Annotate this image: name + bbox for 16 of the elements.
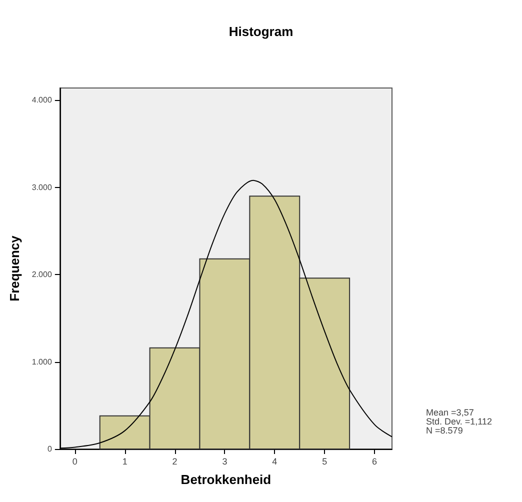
y-tick-label: 2.000 bbox=[32, 270, 52, 280]
x-tick-label: 4 bbox=[272, 456, 278, 466]
x-tick-label: 1 bbox=[122, 456, 128, 466]
y-tick-label: 0 bbox=[47, 444, 52, 454]
y-axis-title: Frequency bbox=[7, 234, 22, 302]
y-tick-label: 1.000 bbox=[32, 357, 52, 366]
x-tick-label: 5 bbox=[322, 456, 328, 466]
chart-title: Histogram bbox=[228, 24, 294, 39]
y-tick-label: 3.000 bbox=[32, 182, 52, 192]
x-tick-label: 2 bbox=[172, 456, 178, 466]
x-tick-label: 6 bbox=[372, 456, 378, 466]
x-axis-title: Betrokkenheid bbox=[180, 472, 272, 487]
y-tick-label: 4.000 bbox=[32, 96, 52, 105]
x-tick-label: 0 bbox=[72, 456, 78, 466]
text: Mean =3,57 Std. Dev. =1,112 N =8.579 bbox=[426, 408, 492, 436]
x-tick-label: 3 bbox=[222, 456, 228, 466]
